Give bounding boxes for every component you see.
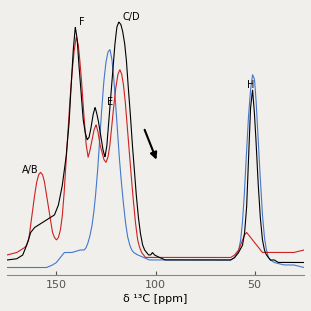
Text: H: H	[247, 80, 254, 90]
Text: E: E	[107, 97, 113, 107]
Text: C/D: C/D	[123, 12, 141, 22]
Text: F: F	[79, 17, 85, 27]
Text: A/B: A/B	[22, 165, 39, 175]
X-axis label: δ ¹³C [ppm]: δ ¹³C [ppm]	[123, 294, 188, 304]
